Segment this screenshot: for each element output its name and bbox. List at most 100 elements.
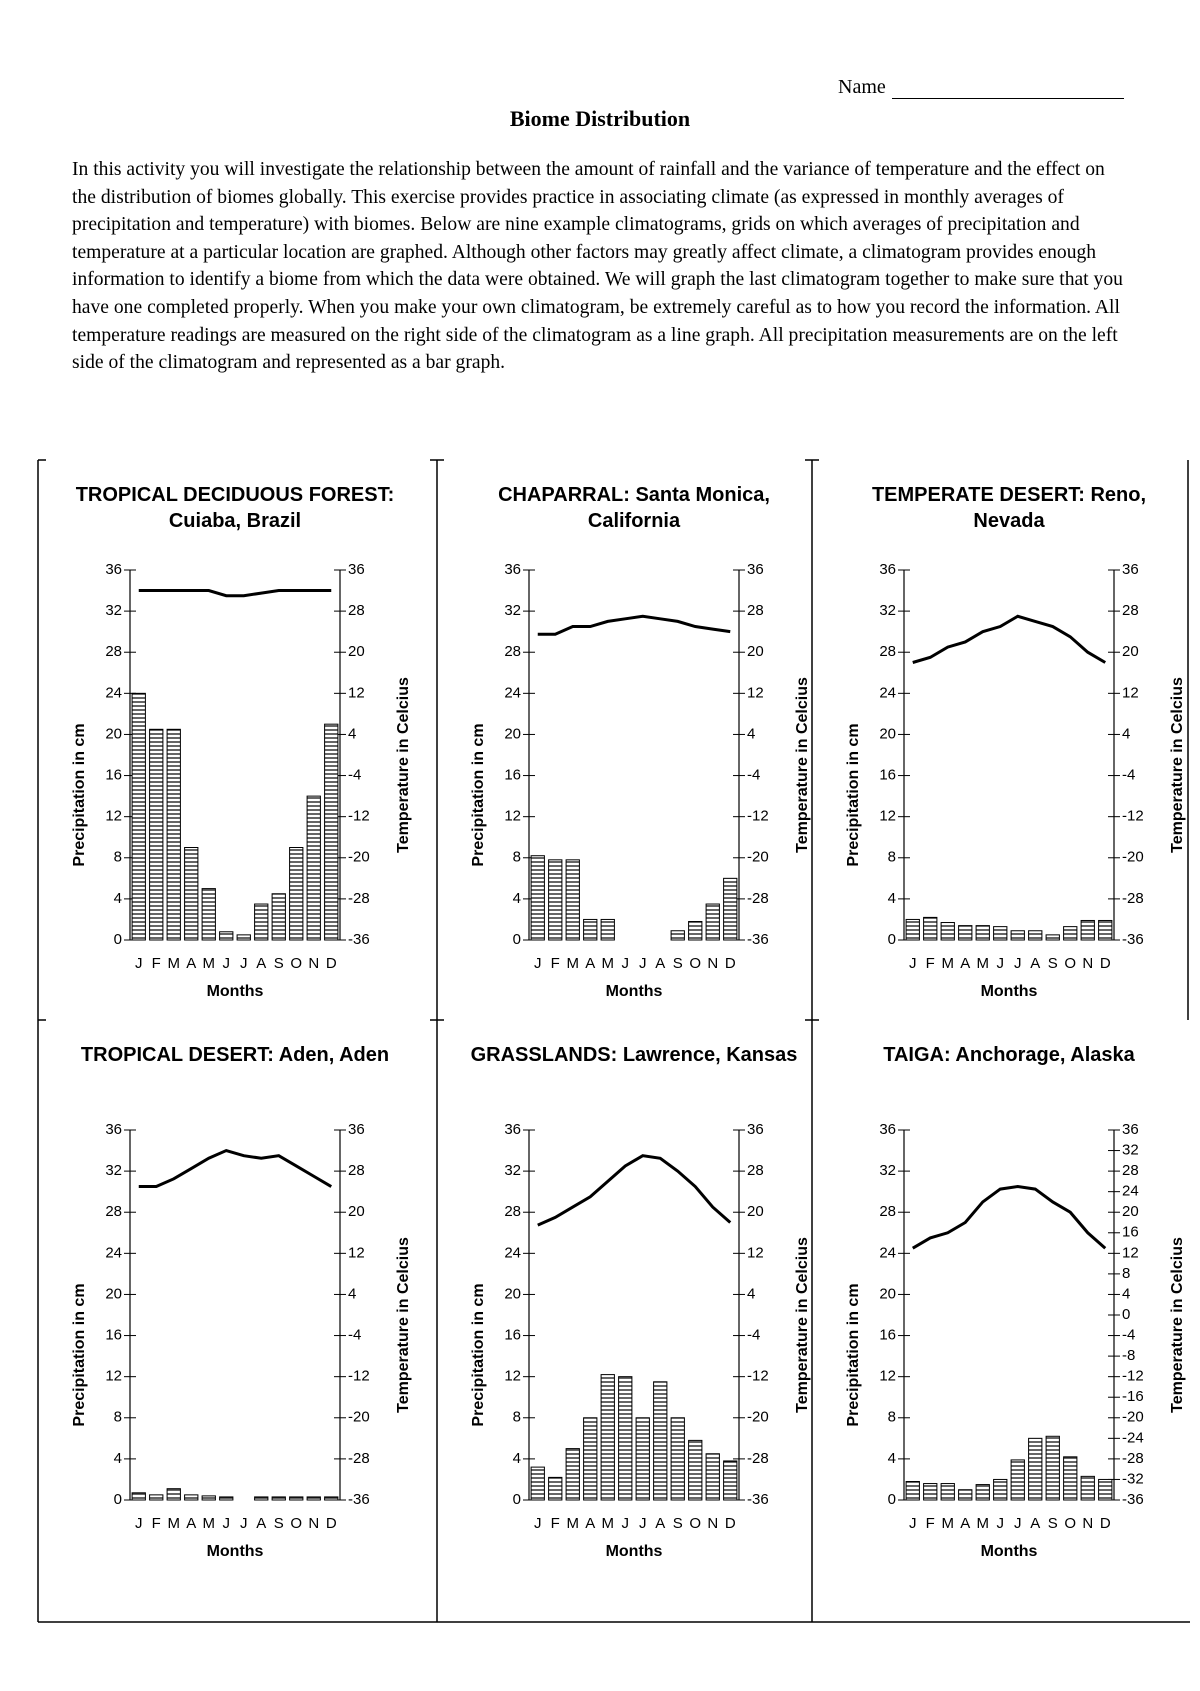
y-tick-label: 12 xyxy=(879,1368,896,1385)
x-tick-label: D xyxy=(326,955,337,972)
y-tick-label: 0 xyxy=(114,1491,122,1508)
y-tick-label: 4 xyxy=(513,1450,521,1467)
bar xyxy=(1010,930,1025,941)
y2-tick-label: -20 xyxy=(1122,1409,1144,1426)
bar xyxy=(1045,934,1060,941)
x-tick-label: A xyxy=(256,955,266,972)
bar xyxy=(705,1453,720,1501)
bar xyxy=(670,930,685,941)
x-tick-label: O xyxy=(1064,1515,1076,1532)
x-tick-label: J xyxy=(135,1515,143,1532)
y-tick-label: 20 xyxy=(879,725,896,742)
bar xyxy=(1028,1437,1043,1501)
y2-tick-label: -28 xyxy=(747,890,769,907)
bar xyxy=(975,1484,990,1501)
y2-tick-label: -36 xyxy=(1122,1491,1144,1508)
y2-tick-label: 20 xyxy=(747,1203,764,1220)
bar xyxy=(923,916,938,941)
temperature-line xyxy=(537,614,731,636)
chart-title: TROPICAL DESERT: Aden, Aden xyxy=(80,1044,390,1066)
y-axis-label: Precipitation in cm xyxy=(845,723,862,866)
y2-tick-label: 4 xyxy=(1122,1285,1130,1302)
y2-tick-label: 36 xyxy=(348,561,365,578)
x-tick-label: F xyxy=(551,955,560,972)
x-tick-label: A xyxy=(960,955,970,972)
bar xyxy=(688,1439,703,1501)
y2-tick-label: -32 xyxy=(1122,1470,1144,1487)
x-tick-label: J xyxy=(1014,1515,1022,1532)
bar xyxy=(149,1494,164,1501)
bar xyxy=(635,1417,650,1501)
y2-tick-label: -36 xyxy=(747,1491,769,1508)
y2-tick-label: -20 xyxy=(747,1409,769,1426)
y2-tick-label: -36 xyxy=(747,931,769,948)
x-tick-label: J xyxy=(135,955,143,972)
bar xyxy=(940,1483,955,1501)
y2-tick-label: 4 xyxy=(348,1285,356,1302)
bar xyxy=(600,918,615,941)
temperature-line xyxy=(138,1148,333,1189)
y-tick-label: 28 xyxy=(105,1203,122,1220)
bar xyxy=(1045,1435,1060,1501)
x-tick-label: A xyxy=(186,955,196,972)
intro-text: In this activity you will investigate th… xyxy=(72,159,1123,374)
x-tick-label: D xyxy=(326,1515,337,1532)
y2-tick-label: -20 xyxy=(348,1409,370,1426)
y-tick-label: 8 xyxy=(888,1409,896,1426)
x-tick-label: A xyxy=(585,1515,595,1532)
x-tick-label: D xyxy=(1100,955,1111,972)
x-tick-label: N xyxy=(308,1515,319,1532)
y-tick-label: 24 xyxy=(879,684,896,701)
y2-tick-label: -36 xyxy=(348,931,370,948)
x-tick-label: J xyxy=(240,1515,248,1532)
y2-tick-label: 28 xyxy=(1122,602,1139,619)
y-tick-label: 16 xyxy=(504,767,521,784)
x-tick-label: S xyxy=(274,1515,284,1532)
bar xyxy=(530,855,545,941)
y-tick-label: 12 xyxy=(105,808,122,825)
x-axis-label: Months xyxy=(207,1543,264,1560)
y2-tick-label: -12 xyxy=(1122,1368,1144,1385)
x-tick-label: J xyxy=(622,955,630,972)
y-tick-label: 36 xyxy=(879,561,896,578)
bar xyxy=(688,921,703,941)
x-tick-label: J xyxy=(240,955,248,972)
y-tick-label: 24 xyxy=(504,684,521,701)
bar xyxy=(958,1489,973,1501)
bar xyxy=(600,1374,615,1501)
y-tick-label: 0 xyxy=(888,1491,896,1508)
bar xyxy=(1010,1459,1025,1501)
y-tick-label: 32 xyxy=(105,602,122,619)
y2-tick-label: 12 xyxy=(348,1244,365,1261)
bar xyxy=(618,1376,633,1501)
bar xyxy=(201,1495,216,1501)
y2-tick-label: -8 xyxy=(1122,1347,1135,1364)
bar xyxy=(583,1417,598,1501)
y2-tick-label: 28 xyxy=(348,602,365,619)
x-tick-label: J xyxy=(639,955,647,972)
x-axis-label: Months xyxy=(207,983,264,1000)
y-tick-label: 24 xyxy=(879,1244,896,1261)
bar xyxy=(1098,919,1113,941)
x-tick-label: M xyxy=(567,955,580,972)
x-axis-label: Months xyxy=(606,983,663,1000)
bar xyxy=(548,1476,563,1501)
bar xyxy=(131,692,146,941)
y-tick-label: 24 xyxy=(105,1244,122,1261)
y2-tick-label: -4 xyxy=(1122,767,1135,784)
x-tick-label: N xyxy=(707,955,718,972)
y-tick-label: 28 xyxy=(879,643,896,660)
y-tick-label: 0 xyxy=(513,931,521,948)
title: Biome Distribution xyxy=(509,106,691,131)
y-tick-label: 32 xyxy=(879,602,896,619)
bar xyxy=(306,795,321,941)
y2-tick-label: 4 xyxy=(747,1285,755,1302)
bar xyxy=(1063,926,1078,941)
x-tick-label: J xyxy=(223,1515,231,1532)
x-tick-label: S xyxy=(673,1515,683,1532)
x-tick-label: A xyxy=(1030,955,1040,972)
x-tick-label: S xyxy=(274,955,284,972)
y-tick-label: 12 xyxy=(105,1368,122,1385)
bar xyxy=(905,1481,920,1501)
